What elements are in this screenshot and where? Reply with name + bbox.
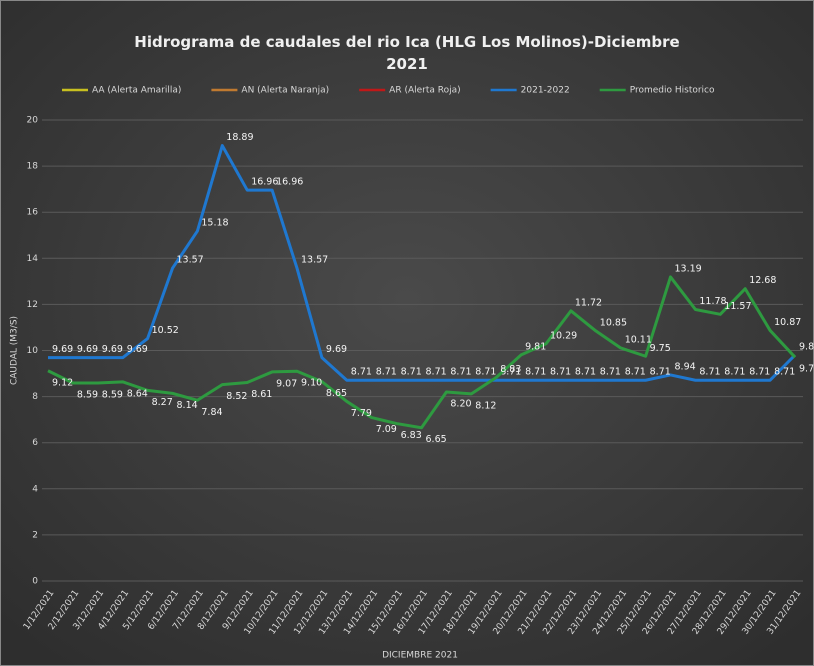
data-label: 8.71 [475, 367, 496, 378]
data-label: 9.8 [799, 342, 814, 353]
data-label: 8.64 [127, 388, 148, 399]
data-label: 9.10 [301, 378, 322, 389]
data-label: 8.71 [351, 367, 372, 378]
x-axis-label: DICIEMBRE 2021 [382, 651, 458, 661]
data-label: 8.71 [724, 367, 745, 378]
data-label: 8.59 [102, 390, 123, 401]
y-tick-label: 12 [27, 300, 38, 310]
data-label: 8.27 [152, 397, 173, 408]
legend-label: 2021-2022 [521, 86, 570, 96]
data-label: 16.96 [276, 177, 303, 188]
chart-title: Hidrograma de caudales del rio Ica (HLG … [134, 33, 679, 73]
data-label: 8.71 [699, 367, 720, 378]
chart-title-line: Hidrograma de caudales del rio Ica (HLG … [134, 33, 679, 51]
y-tick-label: 2 [32, 530, 38, 540]
data-label: 8.71 [500, 367, 521, 378]
data-label: 8.71 [401, 367, 422, 378]
data-label: 9.12 [52, 377, 73, 388]
data-label: 8.71 [550, 367, 571, 378]
y-tick-label: 10 [27, 346, 39, 356]
data-label: 8.71 [426, 367, 447, 378]
legend-label: AR (Alerta Roja) [389, 86, 460, 96]
data-label: 9.07 [276, 378, 297, 389]
data-label: 13.57 [301, 255, 328, 266]
data-label: 10.52 [152, 325, 179, 336]
data-label: 8.12 [475, 400, 496, 411]
data-label: 8.71 [376, 367, 397, 378]
y-axis-label: CAUDAL (M3/S) [10, 316, 20, 385]
y-tick-label: 16 [27, 208, 39, 218]
y-tick-label: 8 [32, 392, 38, 402]
data-label: 8.71 [450, 367, 471, 378]
data-label: 9.81 [525, 341, 546, 352]
data-label: 11.57 [724, 301, 751, 312]
data-label: 8.71 [525, 367, 546, 378]
y-tick-label: 6 [32, 438, 38, 448]
data-label: 15.18 [201, 218, 228, 229]
data-label: 9.69 [102, 344, 123, 355]
data-label: 6.83 [401, 430, 422, 441]
data-label: 8.83 [500, 364, 521, 375]
data-label: 16.96 [251, 177, 278, 188]
data-label: 13.57 [177, 255, 204, 266]
data-label: 8.71 [650, 367, 671, 378]
data-label: 8.59 [77, 390, 98, 401]
data-label: 8.20 [450, 398, 471, 409]
chart-title-line: 2021 [386, 55, 428, 73]
data-line [48, 144, 797, 382]
data-label: 8.94 [675, 361, 696, 372]
data-label: 7.84 [201, 407, 222, 418]
data-label: 11.78 [699, 296, 726, 307]
data-line [47, 275, 797, 430]
y-tick-label: 20 [27, 116, 39, 126]
y-tick-label: 14 [27, 254, 39, 264]
data-label: 9.71 [799, 364, 814, 375]
data-label: 8.61 [251, 389, 272, 400]
data-label: 8.14 [177, 400, 198, 411]
legend-label: Promedio Historico [630, 86, 715, 96]
data-label: 9.69 [127, 344, 148, 355]
y-tick-label: 18 [27, 162, 39, 172]
data-label: 9.75 [650, 343, 671, 354]
data-label: 8.52 [226, 391, 247, 402]
data-label: 8.71 [575, 367, 596, 378]
data-label: 6.65 [426, 434, 447, 445]
data-label: 13.19 [675, 263, 702, 274]
data-label: 10.11 [625, 334, 652, 345]
data-label: 10.87 [774, 317, 801, 328]
data-label: 8.71 [749, 367, 770, 378]
data-label: 8.65 [326, 388, 347, 399]
data-label: 11.72 [575, 297, 602, 308]
y-tick-label: 0 [32, 577, 38, 587]
data-label: 10.85 [600, 317, 627, 328]
data-label: 12.68 [749, 275, 776, 286]
data-label: 7.09 [376, 424, 397, 435]
y-tick-label: 4 [32, 484, 38, 494]
data-label: 9.69 [77, 344, 98, 355]
legend-label: AA (Alerta Amarilla) [92, 86, 181, 96]
data-label: 9.69 [52, 344, 73, 355]
data-label: 9.69 [326, 344, 347, 355]
data-label: 8.71 [600, 367, 621, 378]
data-label: 7.79 [351, 408, 372, 419]
data-label: 8.71 [774, 367, 795, 378]
data-label: 10.29 [550, 330, 577, 341]
data-label: 18.89 [226, 132, 253, 143]
data-label: 8.71 [625, 367, 646, 378]
legend-label: AN (Alerta Naranja) [241, 86, 329, 96]
